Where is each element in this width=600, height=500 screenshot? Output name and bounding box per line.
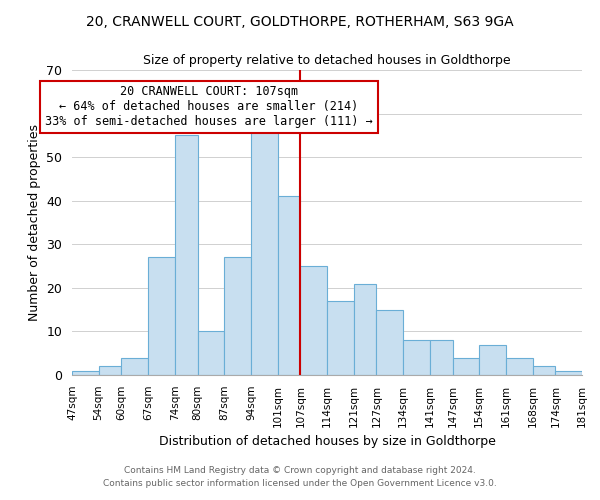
Bar <box>506 358 533 375</box>
Bar <box>556 370 582 375</box>
Bar <box>197 332 224 375</box>
Bar <box>353 284 376 375</box>
Bar <box>175 136 197 375</box>
X-axis label: Distribution of detached houses by size in Goldthorpe: Distribution of detached houses by size … <box>158 435 496 448</box>
Bar <box>327 301 353 375</box>
Title: Size of property relative to detached houses in Goldthorpe: Size of property relative to detached ho… <box>143 54 511 68</box>
Text: 20, CRANWELL COURT, GOLDTHORPE, ROTHERHAM, S63 9GA: 20, CRANWELL COURT, GOLDTHORPE, ROTHERHA… <box>86 15 514 29</box>
Bar <box>301 266 327 375</box>
Bar <box>430 340 452 375</box>
Bar <box>148 258 175 375</box>
Bar <box>452 358 479 375</box>
Bar <box>224 258 251 375</box>
Bar <box>376 310 403 375</box>
Y-axis label: Number of detached properties: Number of detached properties <box>28 124 41 321</box>
Bar <box>72 370 98 375</box>
Bar <box>251 131 278 375</box>
Text: Contains HM Land Registry data © Crown copyright and database right 2024.
Contai: Contains HM Land Registry data © Crown c… <box>103 466 497 487</box>
Bar <box>479 344 506 375</box>
Bar <box>98 366 121 375</box>
Text: 20 CRANWELL COURT: 107sqm
← 64% of detached houses are smaller (214)
33% of semi: 20 CRANWELL COURT: 107sqm ← 64% of detac… <box>45 85 373 128</box>
Bar <box>121 358 148 375</box>
Bar <box>403 340 430 375</box>
Bar <box>533 366 556 375</box>
Bar <box>278 196 301 375</box>
